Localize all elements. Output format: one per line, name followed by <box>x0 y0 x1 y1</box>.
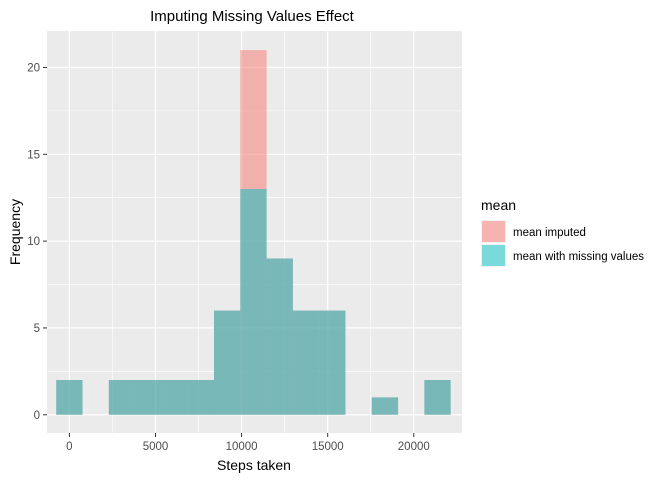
x-tick-label: 10000 <box>226 441 258 453</box>
bar-mean-missing <box>135 380 162 415</box>
y-axis: 0 5 10 15 20 <box>27 62 47 422</box>
legend: mean mean imputed mean with missing valu… <box>481 197 644 267</box>
legend-key-mean-missing <box>482 245 505 266</box>
legend-title: mean <box>481 197 516 213</box>
legend-label-mean-missing: mean with missing values <box>513 251 644 263</box>
histogram-bars <box>56 50 451 415</box>
x-axis: 0 5000 10000 15000 20000 <box>66 433 430 453</box>
bar-mean-missing <box>187 380 215 415</box>
x-tick-label: 0 <box>66 441 72 453</box>
x-tick-label: 5000 <box>143 441 169 453</box>
y-tick-label: 10 <box>27 236 40 248</box>
y-tick-label: 5 <box>34 323 40 335</box>
x-tick-label: 20000 <box>398 441 430 453</box>
bar-mean-missing <box>240 189 267 415</box>
y-tick-label: 20 <box>27 62 40 74</box>
y-tick-label: 15 <box>27 149 40 161</box>
bar-mean-missing <box>266 258 293 415</box>
y-axis-title: Frequency <box>7 199 23 265</box>
chart-title: Imputing Missing Values Effect <box>150 8 355 25</box>
x-axis-title: Steps taken <box>217 457 291 473</box>
bar-mean-missing <box>214 310 241 415</box>
bar-mean-missing <box>424 380 451 415</box>
bar-mean-missing <box>319 310 346 415</box>
bar-mean-missing <box>371 397 399 415</box>
bar-mean-missing <box>292 310 320 415</box>
legend-key-mean-imputed <box>482 221 505 242</box>
bar-mean-missing <box>56 380 83 415</box>
y-tick-label: 0 <box>34 410 40 422</box>
bar-mean-missing <box>108 380 136 415</box>
legend-label-mean-imputed: mean imputed <box>513 227 586 239</box>
bar-mean-missing <box>161 380 188 415</box>
x-tick-label: 15000 <box>312 441 344 453</box>
